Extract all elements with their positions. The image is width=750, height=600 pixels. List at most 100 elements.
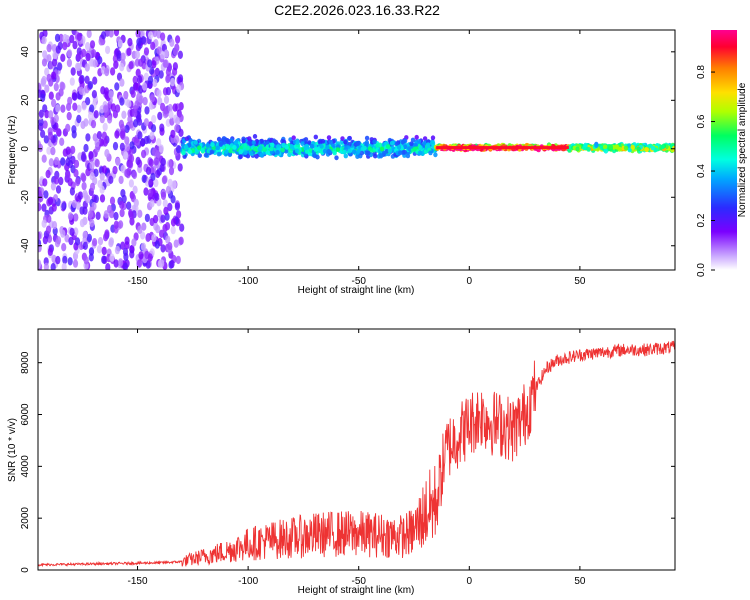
heatmap-cell — [252, 134, 258, 139]
heatmap-cell — [138, 251, 144, 260]
heatmap-cell — [209, 149, 215, 155]
heatmap-cell — [259, 152, 264, 158]
heatmap-cell — [417, 150, 423, 156]
heatmap-ylabel: Frequency (Hz) — [7, 116, 18, 185]
heatmap-cell — [608, 144, 613, 150]
heatmap-cell — [307, 140, 312, 146]
heatmap-cell — [251, 140, 256, 146]
heatmap-cell — [248, 150, 254, 156]
heatmap-cell — [176, 84, 182, 93]
heatmap-cell — [118, 220, 124, 229]
heatmap-cell — [48, 110, 54, 119]
heatmap-cell — [99, 194, 106, 203]
heatmap-cell — [159, 229, 165, 238]
heatmap-cell — [110, 67, 116, 76]
heatmap-cell — [126, 47, 132, 56]
heatmap-cell — [174, 124, 180, 133]
colorbar-tick-label: 0.0 — [696, 263, 707, 277]
heatmap-cell — [159, 123, 165, 132]
heatmap-cell — [389, 140, 395, 146]
heatmap-cell — [46, 146, 52, 155]
heatmap-ytick-label: 40 — [20, 46, 31, 58]
heatmap-cell — [265, 150, 270, 155]
heatmap-cell — [342, 149, 347, 155]
heatmap-cell — [145, 233, 151, 243]
heatmap-cell — [322, 148, 328, 154]
snr-xtick-label: -50 — [351, 576, 366, 587]
heatmap-cell — [158, 144, 164, 153]
heatmap-cell — [245, 145, 250, 151]
heatmap-cell — [377, 142, 383, 148]
heatmap-xtick-label: -100 — [238, 276, 258, 287]
heatmap-cell — [167, 178, 173, 188]
heatmap-cell — [150, 41, 156, 51]
colorbar-tick-label: 0.8 — [696, 65, 707, 79]
heatmap-cell — [91, 90, 97, 99]
heatmap-cell — [426, 142, 431, 148]
heatmap-cell — [101, 131, 107, 140]
heatmap-cell — [173, 47, 179, 56]
heatmap-cell — [84, 63, 90, 72]
heatmap-cell — [60, 229, 66, 238]
heatmap-cell — [162, 199, 168, 208]
heatmap-cell — [103, 104, 109, 113]
heatmap-cell — [82, 189, 88, 199]
heatmap-cell — [136, 117, 143, 126]
heatmap-cell — [113, 211, 119, 221]
heatmap-cell — [130, 89, 136, 99]
heatmap-cell — [126, 201, 132, 210]
heatmap-cell — [144, 213, 150, 223]
heatmap-cell — [372, 139, 377, 145]
heatmap-cell — [150, 124, 157, 133]
heatmap-cell — [303, 145, 308, 151]
heatmap-cell — [124, 136, 130, 145]
heatmap-cell — [46, 73, 52, 83]
heatmap-cell — [89, 218, 95, 228]
heatmap-cell — [366, 150, 371, 156]
heatmap-cell — [38, 203, 42, 212]
heatmap-cell — [152, 30, 158, 38]
heatmap-cell — [88, 210, 94, 219]
heatmap-cell — [69, 187, 75, 196]
heatmap-cell — [101, 246, 107, 256]
heatmap-cell — [122, 262, 128, 270]
heatmap-cell — [65, 157, 71, 167]
heatmap-cell — [148, 158, 154, 167]
heatmap-cell — [84, 75, 90, 85]
heatmap-cell — [93, 194, 99, 204]
heatmap-cell — [300, 141, 305, 147]
heatmap-cell — [422, 136, 428, 142]
heatmap-cell — [343, 139, 348, 145]
heatmap-cell — [71, 130, 77, 139]
heatmap-cell — [153, 178, 159, 188]
heatmap-cell — [142, 96, 148, 106]
heatmap-cell — [43, 135, 49, 144]
heatmap-cell — [120, 241, 126, 250]
heatmap-cell — [133, 119, 139, 128]
heatmap-cell — [70, 67, 76, 76]
heatmap-cell — [41, 75, 47, 85]
heatmap-cell — [109, 253, 115, 262]
heatmap-cell — [55, 185, 62, 194]
heatmap-cell — [428, 150, 433, 156]
heatmap-cell — [81, 181, 87, 191]
heatmap-cell — [149, 131, 155, 140]
heatmap-cell — [89, 104, 95, 113]
heatmap-cell — [40, 93, 46, 103]
heatmap-cell — [177, 50, 183, 59]
heatmap-cell — [100, 31, 107, 40]
heatmap-cell — [405, 153, 411, 159]
heatmap-cell — [233, 140, 239, 145]
heatmap-cell — [75, 53, 81, 62]
heatmap-cell — [280, 147, 285, 153]
heatmap-cell — [100, 86, 106, 95]
heatmap-cell — [602, 144, 608, 150]
heatmap-cell — [97, 179, 103, 189]
heatmap-cell — [238, 149, 243, 154]
heatmap-cell — [276, 144, 281, 150]
heatmap-cell — [147, 253, 153, 262]
heatmap-cell — [124, 236, 130, 245]
heatmap-cell — [38, 82, 42, 91]
heatmap-cell — [147, 188, 153, 198]
heatmap-cell — [101, 165, 108, 174]
